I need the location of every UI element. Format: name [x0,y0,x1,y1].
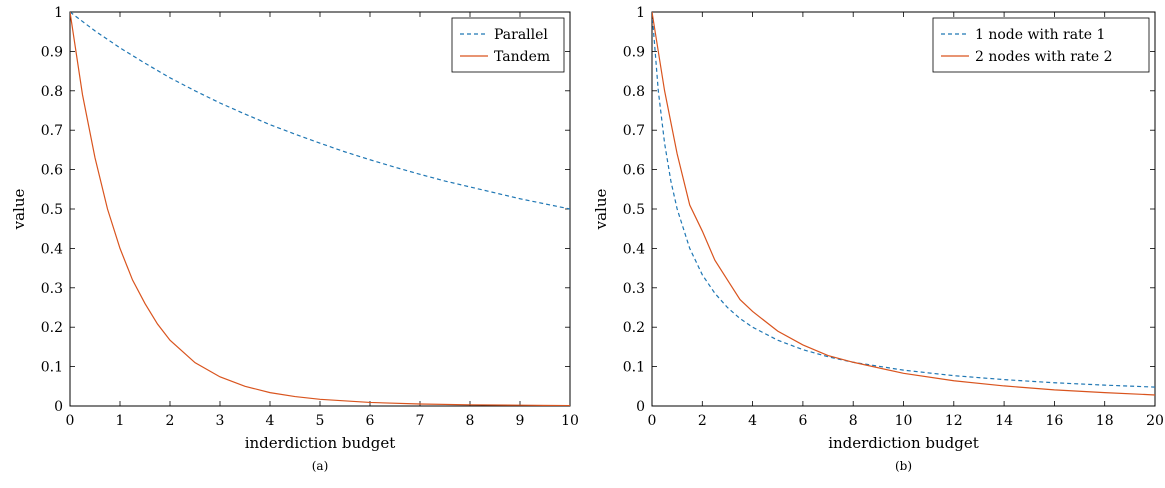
legend-label-1: Parallel [494,27,548,43]
x-tick-label: 0 [66,413,75,429]
y-tick-label: 0.4 [41,241,63,257]
x-tick-label: 5 [316,413,325,429]
series-line-1 [70,12,570,210]
subfigure-caption: (a) [312,459,329,473]
x-tick-label: 4 [266,413,275,429]
x-axis-title: inderdiction budget [245,434,396,452]
y-tick-label: 0.9 [623,44,645,60]
y-tick-label: 0.6 [41,163,63,179]
x-tick-label: 14 [995,413,1013,429]
y-tick-label: 0 [54,399,63,415]
y-tick-label: 0.8 [623,84,645,100]
x-tick-label: 1 [116,413,125,429]
y-tick-label: 0.9 [41,44,63,60]
x-tick-label: 8 [849,413,858,429]
x-tick-label: 10 [895,413,913,429]
legend-box [451,17,565,73]
chart-b: 0 2 4 6 8 10 12 14 16 18 20 0 0.1 0.2 0.3 0.4 0.5 0.6 0.7 0… [592,5,1164,473]
y-tick-label: 0.7 [623,123,645,139]
x-tick-label: 10 [561,413,579,429]
x-axis-title: inderdiction budget [828,434,979,452]
x-tick-label: 20 [1146,413,1164,429]
x-tick-label: 6 [798,413,807,429]
series-line-2 [70,12,570,406]
y-tick-label: 0.5 [623,202,645,218]
x-tick-label: 2 [698,413,707,429]
legend-label-2: 2 nodes with rate 2 [975,49,1113,65]
y-tick-label: 0.7 [41,123,63,139]
x-tick-label: 8 [466,413,475,429]
x-tick-label: 6 [366,413,375,429]
series-line-1 [652,12,1155,388]
legend-label-2: Tandem [494,49,550,65]
y-tick-label: 0.6 [623,163,645,179]
legend-box [932,17,1150,73]
y-axis-title: value [592,189,610,231]
x-tick-label: 4 [748,413,757,429]
x-tick-label: 3 [216,413,225,429]
y-tick-label: 0.4 [623,241,645,257]
y-tick-label: 0.5 [41,202,63,218]
y-tick-label: 0 [636,399,645,415]
y-tick-label: 1 [636,5,645,21]
y-tick-label: 1 [54,5,63,21]
series-line-2 [652,12,1155,396]
x-tick-label: 7 [416,413,425,429]
y-tick-label: 0.1 [41,360,63,376]
legend: Parallel Tandem [451,17,565,73]
y-axis-title: value [10,189,28,231]
subfigure-caption: (b) [895,459,912,473]
y-tick-label: 0.3 [41,281,63,297]
y-tick-label: 0.2 [41,320,63,336]
x-tick-label: 18 [1096,413,1114,429]
legend-label-1: 1 node with rate 1 [975,27,1105,43]
y-tick-label: 0.2 [623,320,645,336]
y-tick-label: 0.8 [41,84,63,100]
x-tick-label: 12 [945,413,963,429]
y-tick-label: 0.3 [623,281,645,297]
legend: 1 node with rate 1 2 nodes with rate 2 [932,17,1150,73]
chart-a: 0 1 2 3 4 5 6 7 8 9 10 0 0.1 0.2 0.3 0.4 0.5 0.6 0.7 0.8 0.9… [10,5,579,473]
x-tick-label: 2 [166,413,175,429]
x-tick-label: 9 [516,413,525,429]
y-tick-label: 0.1 [623,360,645,376]
x-tick-label: 16 [1045,413,1063,429]
x-tick-label: 0 [648,413,657,429]
